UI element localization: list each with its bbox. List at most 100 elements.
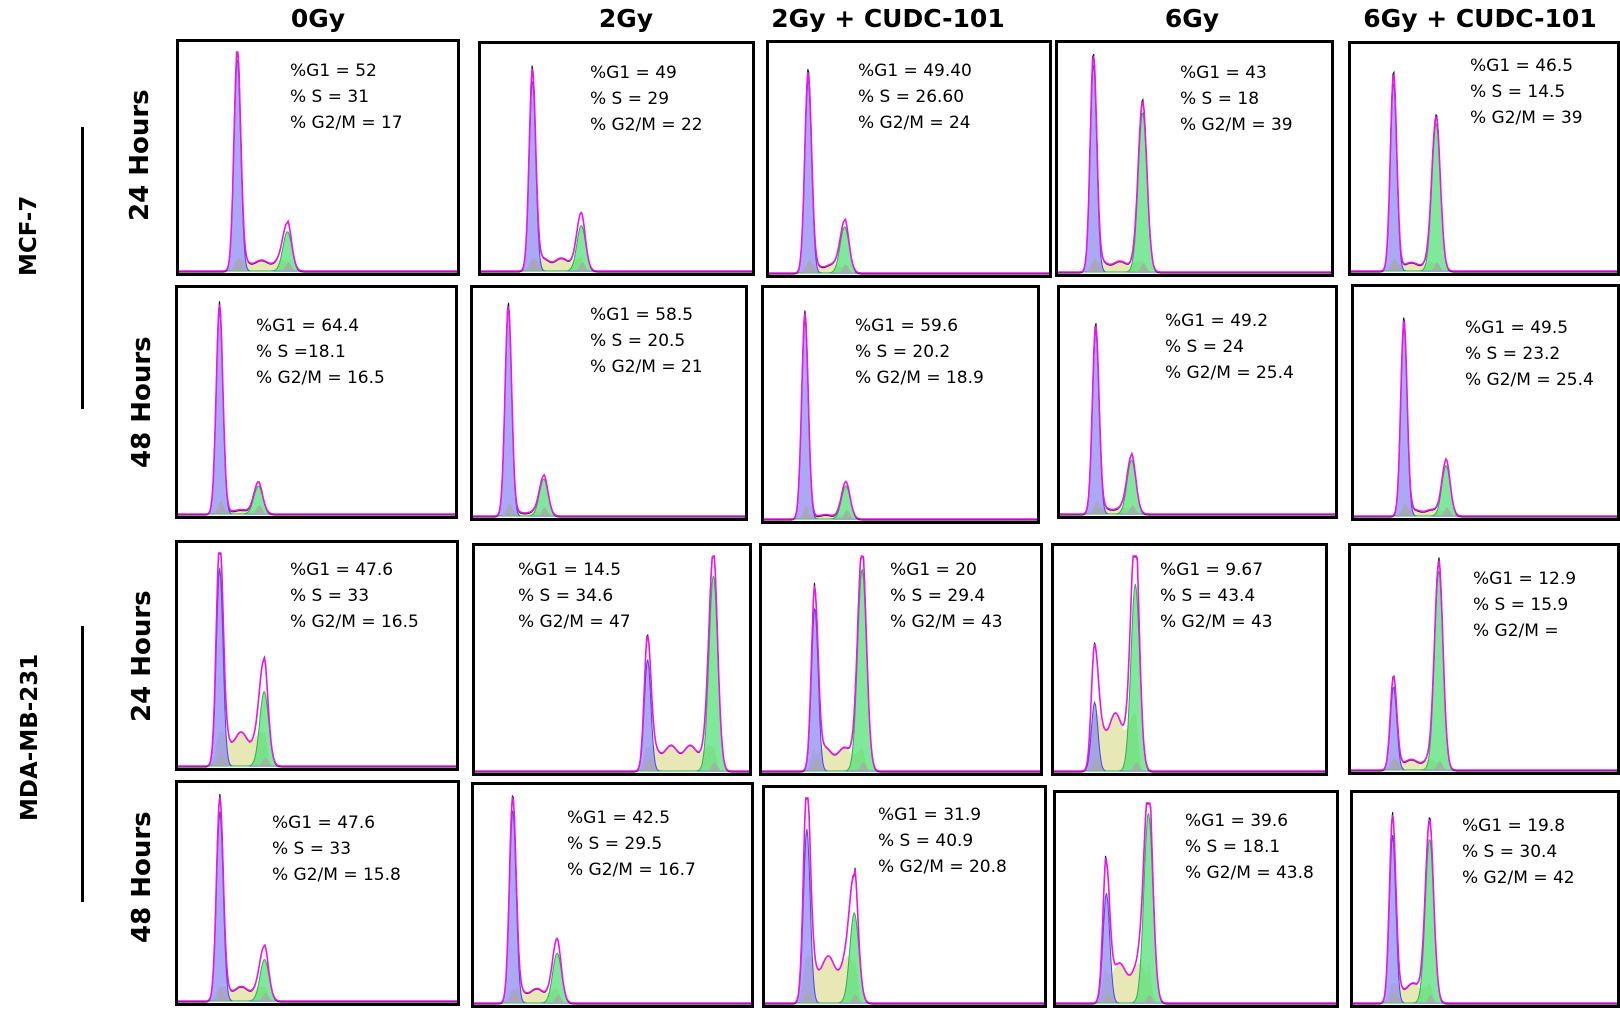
s-phase-area <box>179 260 457 271</box>
g2m-percent-label: % G2/M = 17 <box>290 113 403 133</box>
phase-stats: %G1 = 49.5 % S = 23.2 % G2/M = 25.4 <box>1465 315 1594 393</box>
g2m-percent-label: % G2/M = 24 <box>858 113 971 133</box>
model-fit-line <box>1056 802 1336 1004</box>
s-percent-label: % S = 29.4 <box>890 586 986 606</box>
raw-histogram-line <box>179 52 457 273</box>
phase-stats: %G1 = 12.9 % S = 15.9 % G2/M = <box>1473 566 1576 644</box>
g2m-percent-label: % G2/M = 43 <box>890 612 1003 632</box>
s-percent-label: % S = 20.5 <box>590 331 686 351</box>
histogram-panel <box>1051 543 1328 776</box>
histogram-panel <box>471 782 754 1008</box>
s-percent-label: % S = 24 <box>1165 337 1245 357</box>
histogram-plot <box>178 794 457 1003</box>
histogram-panel <box>175 540 459 771</box>
g2m-percent-label: % G2/M = 15.8 <box>272 865 401 885</box>
model-fit-line <box>769 72 1049 274</box>
histogram-plot <box>769 69 1049 275</box>
debris-area <box>764 505 1037 519</box>
g1-percent-label: %G1 = 59.6 <box>855 316 959 336</box>
histogram-panel <box>175 285 458 519</box>
column-title-2gy-cudc: 2Gy + CUDC-101 <box>771 4 1005 33</box>
phase-stats: %G1 = 42.5 % S = 29.5 % G2/M = 16.7 <box>567 805 696 883</box>
histogram-panel <box>762 785 1047 1008</box>
s-percent-label: % S = 31 <box>290 87 370 107</box>
histogram-panel <box>1348 543 1620 775</box>
model-fit-line <box>1060 325 1335 515</box>
g2m-percent-label: % G2/M = 16.5 <box>290 612 419 632</box>
g2m-peak-area <box>481 224 752 272</box>
model-fit-line <box>1351 560 1617 771</box>
g2m-peak-area <box>1354 464 1617 517</box>
g2m-peak-area <box>179 231 457 272</box>
model-fit-line <box>178 552 456 767</box>
g1-percent-label: %G1 = 39.6 <box>1185 811 1289 831</box>
debris-area <box>178 501 455 514</box>
phase-stats: %G1 = 14.5 % S = 34.6 % G2/M = 47 <box>518 557 631 635</box>
g2m-percent-label: % G2/M = 21 <box>590 357 703 377</box>
phase-stats: %G1 = 64.4 % S =18.1 % G2/M = 16.5 <box>256 313 385 391</box>
g1-percent-label: %G1 = 49.5 <box>1465 318 1569 338</box>
histogram-panel <box>175 780 460 1006</box>
model-fit-line <box>1353 814 1617 1004</box>
g2m-percent-label: % G2/M = 20.8 <box>878 857 1007 877</box>
s-percent-label: % S = 34.6 <box>518 586 614 606</box>
phase-stats: %G1 = 59.6 % S = 20.2 % G2/M = 18.9 <box>855 313 984 391</box>
phase-stats: %G1 = 49.40 % S = 26.60 % G2/M = 24 <box>858 58 972 136</box>
g1-percent-label: %G1 = 49.40 <box>858 61 972 81</box>
g2m-percent-label: % G2/M = 42 <box>1462 868 1575 888</box>
debris-area <box>474 990 751 1003</box>
model-fit-line <box>481 68 752 272</box>
debris-area <box>178 753 456 766</box>
mcf7-bracket <box>81 127 84 409</box>
s-percent-label: % S = 29 <box>590 89 670 109</box>
g1-percent-label: %G1 = 20 <box>890 560 977 580</box>
histogram-plot <box>178 552 456 768</box>
histogram-panel <box>1350 790 1620 1008</box>
model-fit-line <box>1354 320 1617 517</box>
phase-stats: %G1 = 49.2 % S = 24 % G2/M = 25.4 <box>1165 308 1294 386</box>
s-percent-label: % S = 33 <box>272 839 352 859</box>
s-percent-label: % S = 14.5 <box>1470 82 1566 102</box>
histogram-panel <box>1348 41 1620 276</box>
model-fit-line <box>764 313 1037 520</box>
histogram-plot <box>1060 323 1335 516</box>
histogram-panel <box>1351 284 1620 521</box>
model-fit-line <box>475 555 749 772</box>
s-percent-label: % S = 29.5 <box>567 834 663 854</box>
s-phase-area <box>475 745 749 771</box>
debris-area <box>481 258 752 271</box>
histogram-plot <box>1058 53 1331 274</box>
histogram-plot <box>473 302 745 518</box>
g1-percent-label: %G1 = 58.5 <box>590 305 694 325</box>
histogram-plot <box>1054 555 1325 773</box>
g2m-percent-label: % G2/M = 43.8 <box>1185 863 1314 883</box>
model-fit-line <box>473 305 745 517</box>
histogram-panel <box>478 41 755 276</box>
phase-stats: %G1 = 52 % S = 31 % G2/M = 17 <box>290 58 403 136</box>
s-percent-label: % S = 18 <box>1180 89 1260 109</box>
g2m-percent-label: % G2/M = <box>1473 621 1559 641</box>
g1-percent-label: %G1 = 9.67 <box>1160 560 1264 580</box>
g1-percent-label: %G1 = 49.2 <box>1165 311 1269 331</box>
g2m-percent-label: % G2/M = 47 <box>518 612 631 632</box>
histogram-plot <box>1353 812 1617 1005</box>
g1-percent-label: %G1 = 14.5 <box>518 560 622 580</box>
timepoint-label-mcf7-24h: 24 Hours <box>125 89 155 221</box>
phase-stats: %G1 = 31.9 % S = 40.9 % G2/M = 20.8 <box>878 802 1007 880</box>
cell-line-label-mda: MDA-MB-231 <box>17 653 43 821</box>
histogram-plot <box>179 51 457 273</box>
g1-percent-label: %G1 = 49 <box>590 63 677 83</box>
histogram-plot <box>764 310 1037 521</box>
timepoint-label-mcf7-48h: 48 Hours <box>127 336 157 468</box>
histogram-panel <box>472 543 752 776</box>
g2m-percent-label: % G2/M = 25.4 <box>1465 370 1594 390</box>
model-fit-line <box>765 797 1044 1004</box>
s-phase-area <box>762 747 1040 771</box>
histogram-panel <box>766 40 1052 278</box>
s-percent-label: % S = 15.9 <box>1473 595 1569 615</box>
s-percent-label: % S = 20.2 <box>855 342 951 362</box>
g1-percent-label: %G1 = 64.4 <box>256 316 360 336</box>
model-fit-line <box>1351 72 1617 272</box>
debris-area <box>179 257 457 271</box>
